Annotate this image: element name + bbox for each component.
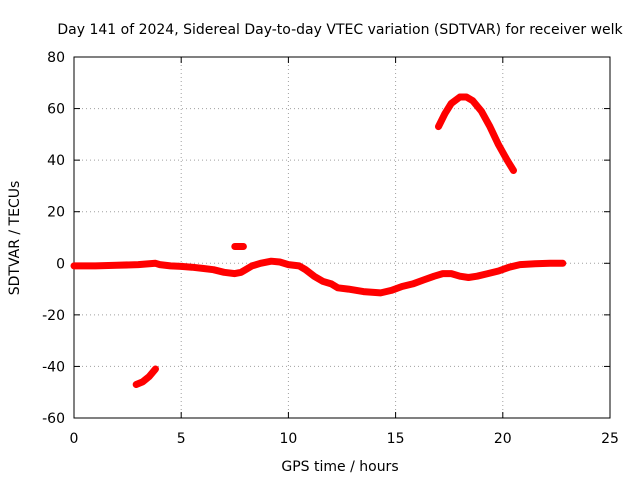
y-tick-label: 20 <box>47 205 65 221</box>
x-tick-label: 25 <box>601 431 619 447</box>
data-series <box>70 93 567 388</box>
chart-title: Day 141 of 2024, Sidereal Day-to-day VTE… <box>57 22 623 38</box>
y-axis-title: SDTVAR / TECUs <box>7 181 23 296</box>
y-tick-label: 80 <box>47 50 65 66</box>
series-main-trace <box>70 257 567 297</box>
series-low-segment <box>132 365 159 388</box>
grid-lines <box>74 57 610 418</box>
x-tick-label: 0 <box>70 431 79 447</box>
plot-frame <box>73 56 611 419</box>
y-tick-label: -40 <box>42 359 65 375</box>
y-tick-label: 0 <box>56 256 65 272</box>
y-tick-label: -60 <box>42 411 65 427</box>
x-tick-label: 15 <box>387 431 405 447</box>
axis-ticks: 0 5 10 15 20 25 -60 -40 -20 0 20 40 60 80 <box>42 50 619 447</box>
series-arc-trace <box>435 93 517 174</box>
y-tick-label: 40 <box>47 153 65 169</box>
y-tick-label: -20 <box>42 308 65 324</box>
x-tick-label: 10 <box>279 431 297 447</box>
x-tick-label: 5 <box>177 431 186 447</box>
x-axis-title: GPS time / hours <box>281 459 398 475</box>
y-tick-label: 60 <box>47 102 65 118</box>
x-tick-label: 20 <box>494 431 512 447</box>
